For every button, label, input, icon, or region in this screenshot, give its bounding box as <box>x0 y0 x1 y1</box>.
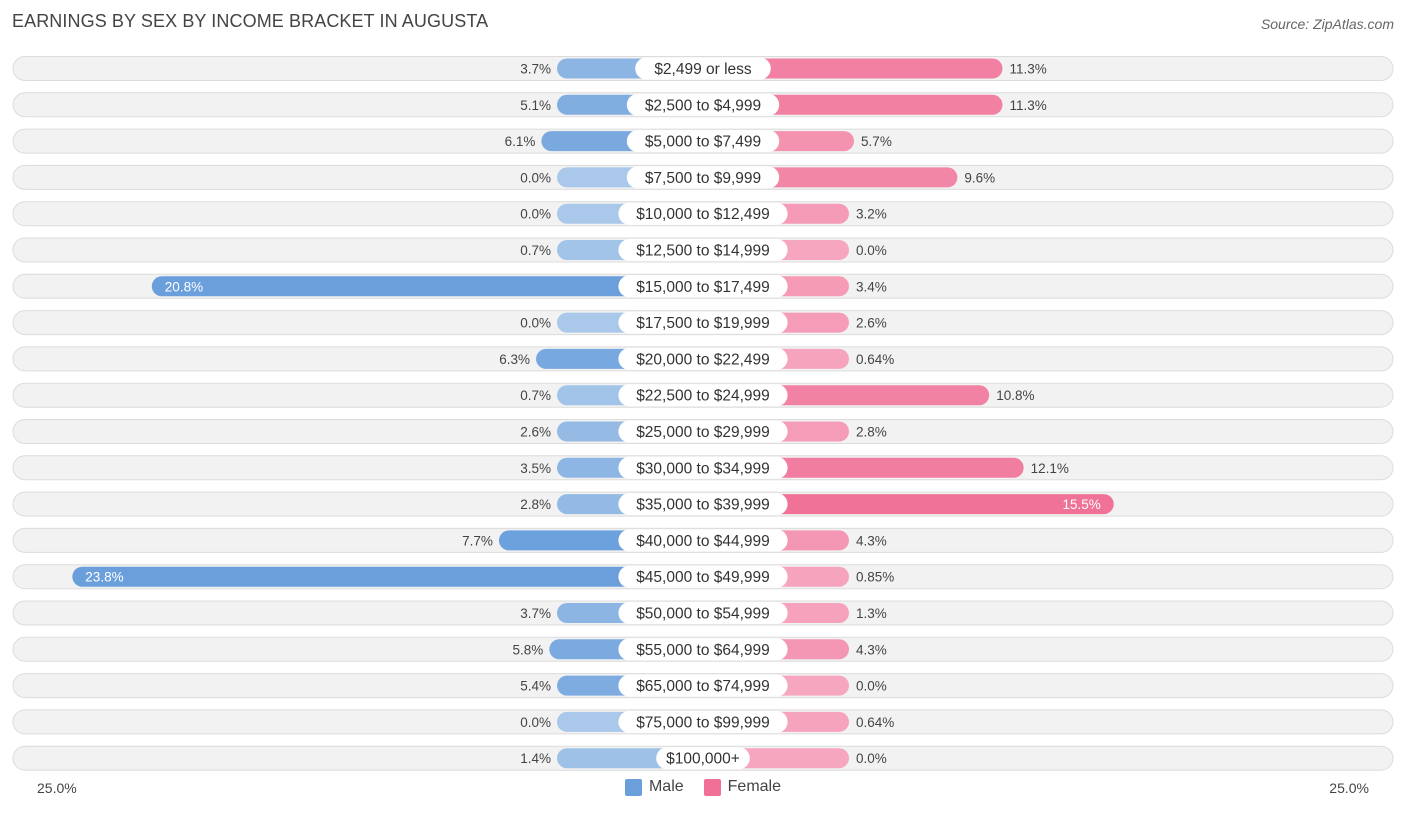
category-label-box <box>626 130 780 153</box>
category-label-box <box>618 710 788 733</box>
male-value-label: 0.0% <box>520 170 551 185</box>
female-value-label: 12.1% <box>1031 461 1069 476</box>
male-value-label: 6.3% <box>499 352 530 367</box>
category-label: $25,000 to $29,999 <box>636 424 770 441</box>
female-value-label: 0.0% <box>856 751 887 766</box>
male-value-label: 3.7% <box>520 62 551 77</box>
category-label: $35,000 to $39,999 <box>636 497 770 514</box>
male-value-label: 5.4% <box>520 679 551 694</box>
female-value-label: 3.2% <box>856 207 887 222</box>
category-label: $15,000 to $17,499 <box>636 279 770 296</box>
female-swatch <box>703 778 721 796</box>
male-value-label: 5.8% <box>513 642 544 657</box>
female-bar <box>703 58 1003 79</box>
category-label: $75,000 to $99,999 <box>636 714 770 731</box>
male-value-label: 0.7% <box>520 243 551 258</box>
female-bar <box>703 494 1114 515</box>
male-value-label: 5.1% <box>520 98 551 113</box>
category-label: $10,000 to $12,499 <box>636 206 770 223</box>
legend-item-female: Female <box>703 778 782 796</box>
category-label-box <box>618 311 788 334</box>
category-label-box <box>618 529 788 552</box>
category-label: $45,000 to $49,999 <box>636 569 770 586</box>
female-value-label: 5.7% <box>861 134 892 149</box>
category-label: $30,000 to $34,999 <box>636 460 770 477</box>
male-value-label: 1.4% <box>520 751 551 766</box>
male-value-label: 2.6% <box>520 425 551 440</box>
chart-title: EARNINGS BY SEX BY INCOME BRACKET IN AUG… <box>12 11 489 31</box>
category-label-box <box>618 239 788 261</box>
category-label: $2,499 or less <box>654 61 752 78</box>
category-label-box <box>618 602 788 624</box>
legend-female-label: Female <box>727 778 782 795</box>
category-label-box <box>618 674 788 697</box>
male-value-label: 0.0% <box>520 316 551 331</box>
category-label-box <box>618 347 788 370</box>
female-value-label: 15.5% <box>1062 497 1100 512</box>
category-label-box <box>618 565 788 588</box>
category-label: $55,000 to $64,999 <box>636 642 770 659</box>
male-bar <box>151 276 704 297</box>
legend-item-male: Male <box>624 778 684 796</box>
category-label-box <box>656 747 750 770</box>
category-label: $50,000 to $54,999 <box>636 606 770 623</box>
female-value-label: 10.8% <box>996 388 1034 403</box>
male-value-label: 20.8% <box>165 279 203 294</box>
male-value-label: 7.7% <box>462 533 493 548</box>
female-value-label: 2.6% <box>856 316 887 331</box>
male-value-label: 3.5% <box>520 461 551 476</box>
category-label-box <box>618 493 788 516</box>
category-label: $100,000+ <box>666 751 740 768</box>
male-value-label: 3.7% <box>520 606 551 621</box>
category-label-box <box>626 166 780 189</box>
female-value-label: 0.85% <box>856 570 894 585</box>
male-value-label: 23.8% <box>85 570 123 585</box>
source-credit: Source: ZipAtlas.com <box>1260 16 1394 32</box>
male-value-label: 6.1% <box>505 134 536 149</box>
female-value-label: 9.6% <box>964 170 995 185</box>
male-swatch <box>624 778 642 796</box>
axis-left-label: 25.0% <box>37 780 77 796</box>
legend: Male Female <box>0 778 1406 796</box>
female-value-label: 11.3% <box>1009 62 1046 77</box>
female-value-label: 0.64% <box>856 352 894 367</box>
female-value-label: 0.0% <box>856 243 887 258</box>
category-label: $40,000 to $44,999 <box>636 533 770 550</box>
female-value-label: 3.4% <box>856 279 887 294</box>
category-label-box <box>635 57 771 80</box>
category-label: $65,000 to $74,999 <box>636 678 770 695</box>
category-label: $12,500 to $14,999 <box>636 243 770 260</box>
category-label-box <box>618 638 788 661</box>
male-value-label: 0.0% <box>520 715 551 730</box>
category-label-box <box>618 420 788 443</box>
female-value-label: 0.64% <box>856 715 894 730</box>
male-value-label: 0.7% <box>520 388 551 403</box>
male-bar <box>72 566 704 587</box>
female-value-label: 4.3% <box>856 642 887 657</box>
category-label-box <box>618 275 788 298</box>
category-label: $22,500 to $24,999 <box>636 388 770 405</box>
female-value-label: 1.3% <box>856 606 887 621</box>
category-label: $5,000 to $7,499 <box>645 134 761 151</box>
category-label: $17,500 to $19,999 <box>636 315 770 332</box>
axis-right-label: 25.0% <box>1329 780 1369 796</box>
category-label: $2,500 to $4,999 <box>645 97 761 114</box>
category-label: $7,500 to $9,999 <box>645 170 761 187</box>
category-label-box <box>618 202 788 225</box>
female-value-label: 0.0% <box>856 679 887 694</box>
bar-chart: $2,499 or less 3.7% 11.3% $2,500 to $4,999 5… <box>12 56 1394 771</box>
female-value-label: 4.3% <box>856 533 887 548</box>
category-label-box <box>618 384 788 407</box>
female-value-label: 11.3% <box>1009 98 1046 113</box>
category-label-box <box>626 93 780 116</box>
category-label-box <box>618 456 788 479</box>
female-value-label: 2.8% <box>856 425 887 440</box>
male-value-label: 0.0% <box>520 207 551 222</box>
legend-male-label: Male <box>648 778 684 795</box>
category-label: $20,000 to $22,499 <box>636 351 770 368</box>
male-value-label: 2.8% <box>520 497 551 512</box>
